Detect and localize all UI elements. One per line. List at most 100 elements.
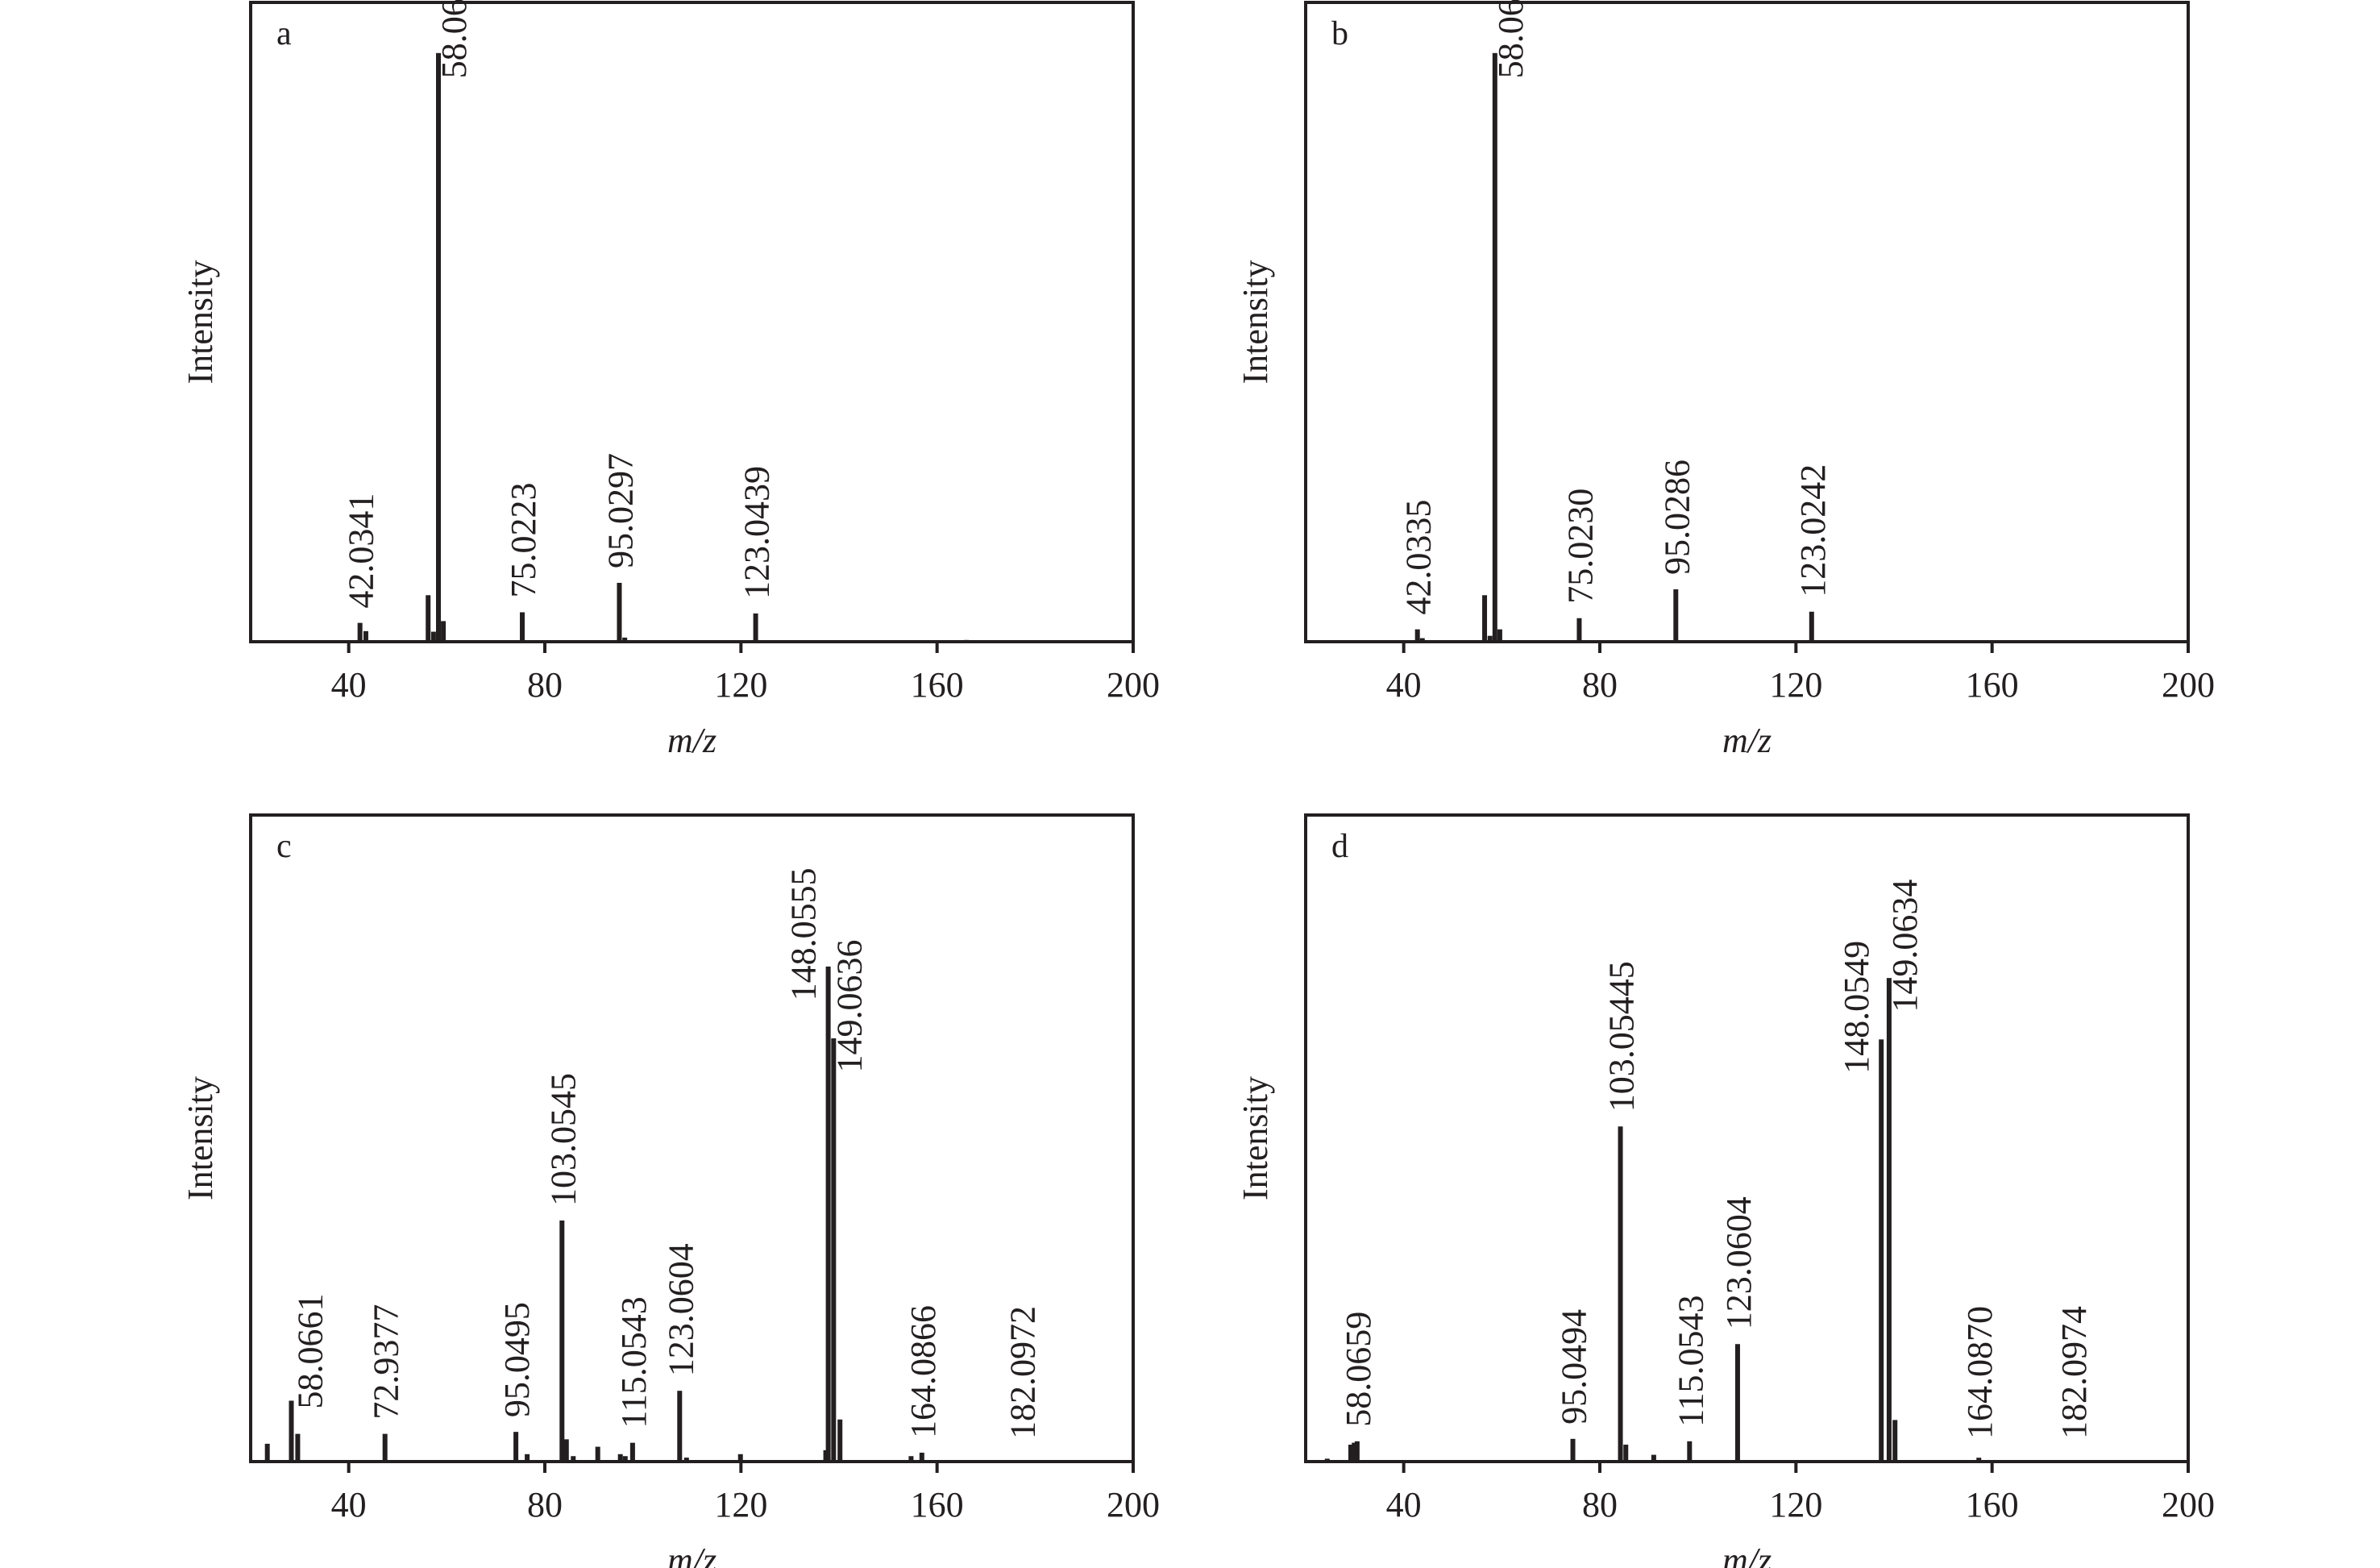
peak-bar <box>1734 1344 1740 1462</box>
panel-a: a 40 80 120 160 200 m/z Intensity 42.0341 58.0645… <box>181 0 1160 760</box>
peak-label: 58.0645 <box>434 0 474 78</box>
x-tick-label: 120 <box>1769 665 1822 705</box>
peak-bar <box>825 966 831 1462</box>
peak-bar <box>823 1449 829 1462</box>
peak-bar <box>1497 629 1502 642</box>
peak-label: 115.0543 <box>1671 1295 1710 1426</box>
peak-bar <box>363 630 368 642</box>
peak-bar <box>430 631 436 642</box>
peak-bar <box>559 1220 565 1462</box>
peak-bar <box>753 613 758 642</box>
plot-frame <box>1304 1 2190 643</box>
peak-bar <box>426 595 431 642</box>
peak-label: 182.0972 <box>1003 1306 1042 1439</box>
panel-letter: d <box>1331 828 1348 865</box>
peak-bar <box>1492 52 1497 642</box>
peak-bar <box>1892 1420 1898 1462</box>
peak-bar <box>1414 629 1420 642</box>
peak-label: 164.0870 <box>1960 1306 2000 1439</box>
peak-label: 58.0661 <box>290 1293 330 1408</box>
x-tick-label: 200 <box>1107 665 1160 705</box>
x-tick-label: 160 <box>1966 665 2019 705</box>
x-tick-label: 80 <box>527 665 563 705</box>
peak-label: 182.0974 <box>2054 1306 2094 1439</box>
peak-label: 115.0543 <box>614 1296 654 1428</box>
x-tick-label: 160 <box>911 665 964 705</box>
peak-bar <box>1354 1441 1360 1462</box>
peak-bar <box>629 1442 635 1462</box>
y-axis-title: Intensity <box>1236 260 1275 385</box>
x-tick-label: 200 <box>2162 1485 2215 1524</box>
x-tick-label: 160 <box>1966 1485 2019 1524</box>
peak-bar <box>1687 1441 1693 1462</box>
y-axis-title: Intensity <box>181 1076 220 1200</box>
peak-bar <box>1482 595 1488 642</box>
peak-bar <box>382 1433 388 1462</box>
peak-bar <box>1348 1445 1353 1462</box>
peak-bar <box>622 637 628 642</box>
peak-label: 95.0286 <box>1657 460 1697 575</box>
peak-bar <box>1576 618 1582 642</box>
peak-label: 42.0341 <box>342 493 381 609</box>
x-tick-label: 160 <box>911 1485 964 1524</box>
x-tick-label: 200 <box>2162 665 2215 705</box>
x-tick-label: 80 <box>1582 1485 1618 1524</box>
peak-bar <box>1324 1458 1330 1462</box>
peak-bar <box>1976 1458 1982 1462</box>
peak-bar <box>513 1432 519 1462</box>
panel-d: d 40 80 120 160 200 m/z Intensity 58.0659 95.0494… <box>1236 813 2215 1568</box>
x-tick-label: 80 <box>527 1485 563 1524</box>
peak-bar <box>1673 589 1679 642</box>
peak-label: 58.0659 <box>1339 1312 1378 1427</box>
peak-bar <box>571 1456 576 1462</box>
peak-label: 95.0494 <box>1555 1309 1594 1425</box>
peak-bar <box>908 1456 914 1462</box>
x-tick-label: 40 <box>1386 1485 1422 1524</box>
x-tick-label: 120 <box>714 665 767 705</box>
peak-bar <box>919 1452 924 1462</box>
x-axis-title: m/z <box>1722 721 1772 760</box>
peak-bar <box>617 1454 623 1462</box>
peak-bar <box>1570 1438 1576 1462</box>
peak-label: 75.0223 <box>504 482 543 597</box>
peak-bar <box>1651 1454 1656 1462</box>
y-axis-title: Intensity <box>181 260 220 385</box>
peak-bar <box>1623 1445 1629 1462</box>
peak-label: 103.05445 <box>1602 961 1642 1112</box>
peak-label: 95.0297 <box>600 453 640 568</box>
x-tick-label: 120 <box>714 1485 767 1524</box>
peak-bar <box>1886 978 1892 1462</box>
peak-label: 58.0653 <box>1491 0 1531 78</box>
peak-bar <box>264 1443 270 1462</box>
peak-label: 164.0866 <box>903 1305 943 1438</box>
peak-label: 148.0555 <box>784 867 824 1000</box>
peak-label: 123.0604 <box>661 1243 700 1376</box>
plot-frame <box>1304 813 2190 1463</box>
peak-label: 123.0604 <box>1719 1196 1759 1329</box>
peak-label: 149.0634 <box>1885 880 1925 1013</box>
peak-bar <box>831 1038 837 1462</box>
peak-label: 123.0439 <box>737 466 777 599</box>
x-axis-title: m/z <box>667 721 716 760</box>
x-tick-label: 40 <box>331 665 367 705</box>
peak-bar <box>357 622 363 642</box>
peak-label: 42.0335 <box>1399 500 1439 615</box>
peak-bar <box>1809 611 1814 642</box>
panel-letter: c <box>276 828 292 865</box>
peak-bar <box>622 1456 628 1462</box>
plot-frame <box>249 813 1135 1463</box>
peak-label: 123.0242 <box>1793 464 1833 597</box>
x-tick-label: 40 <box>331 1485 367 1524</box>
peak-bar <box>289 1400 294 1462</box>
peak-bar <box>683 1458 689 1462</box>
x-axis-title: m/z <box>667 1541 716 1568</box>
peak-label: 95.0495 <box>497 1302 537 1417</box>
peak-bar <box>617 582 622 642</box>
peak-bar <box>1618 1126 1623 1462</box>
peak-bar <box>737 1454 743 1462</box>
peak-bar <box>1879 1039 1884 1462</box>
panel-letter: b <box>1331 15 1348 52</box>
peak-bar <box>295 1433 301 1462</box>
peak-bar <box>525 1454 530 1462</box>
